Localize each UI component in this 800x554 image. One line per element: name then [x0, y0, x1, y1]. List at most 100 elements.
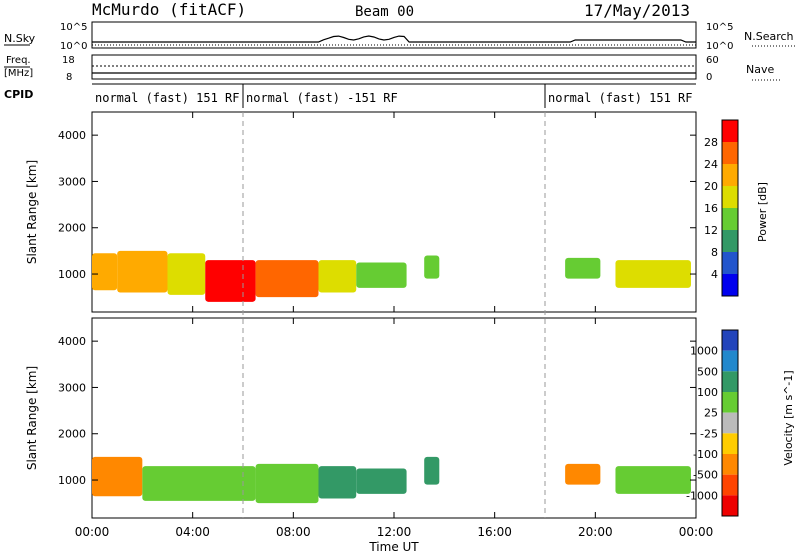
power-colorbar-label: Power [dB]	[756, 182, 769, 242]
nsky-label: N.Sky	[4, 32, 36, 45]
freq-tick-bottom: 8	[66, 72, 72, 83]
y-tick-label: 3000	[58, 381, 86, 394]
y-tick-label: 4000	[58, 129, 86, 142]
data-region-0	[92, 456, 143, 497]
velocity-colorbar-swatch	[722, 330, 738, 351]
y-tick-label: 3000	[58, 175, 86, 188]
data-region-4	[356, 468, 407, 494]
power-regions	[92, 250, 691, 302]
data-region-2	[255, 463, 319, 504]
y-tick-label: 1000	[58, 268, 86, 281]
data-region-1	[142, 466, 256, 501]
nsearch-label: N.Search	[744, 30, 794, 43]
freq-label-2: [MHz]	[4, 68, 33, 79]
mode-dividers	[242, 112, 546, 518]
x-tick-label: 00:00	[679, 525, 714, 539]
x-axis-label: Time UT	[368, 540, 419, 554]
nsearch-tick-bottom: 10^0	[706, 41, 733, 52]
velocity-colorbar: 1000 500 100 25 -25 -100 -500 -1000	[686, 329, 739, 517]
nsearch-tick-top: 10^5	[706, 22, 733, 33]
power-colorbar-tick-label: 28	[704, 136, 718, 149]
power-colorbar-swatch	[722, 142, 738, 164]
nsky-series	[92, 35, 696, 43]
power-colorbar-swatch	[722, 186, 738, 208]
data-region-3	[318, 466, 357, 499]
beam-title: Beam 00	[355, 4, 414, 20]
velocity-colorbar-tick-label: -25	[700, 427, 718, 440]
x-tick-label: 00:00	[75, 525, 110, 539]
velocity-colorbar-swatch	[722, 412, 738, 434]
velocity-colorbar-frame	[721, 329, 739, 517]
nsky-tick-top: 10^5	[60, 22, 87, 33]
velocity-colorbar-tick-label: -1000	[686, 489, 718, 502]
nsky-tick-bottom: 10^0	[60, 41, 87, 52]
power-colorbar-tick-label: 16	[704, 202, 718, 215]
velocity-colorbar-swatch	[722, 392, 738, 413]
velocity-colorbar-swatch	[722, 474, 738, 496]
y-tick-label: 4000	[58, 335, 86, 348]
x-tick-label: 04:00	[175, 525, 210, 539]
cpid-mode-label: normal (fast) -151 RF	[246, 91, 398, 105]
data-region-5	[424, 456, 440, 485]
velocity-colorbar-swatch	[722, 350, 738, 372]
y-tick-label: 2000	[58, 222, 86, 235]
velocity-colorbar-label: Velocity [m s^-1]	[782, 370, 795, 465]
freq-panel	[91, 54, 697, 80]
velocity-colorbar-tick-label: -100	[693, 448, 718, 461]
data-region-3	[205, 260, 256, 302]
power-colorbar-swatch	[722, 120, 738, 142]
cpid-label: CPID	[4, 88, 33, 101]
data-region-7	[615, 466, 691, 494]
data-region-4	[255, 260, 319, 298]
power-colorbar-tick-label: 8	[711, 246, 718, 259]
x-tick-label: 20:00	[578, 525, 613, 539]
y-tick-label: 1000	[58, 474, 86, 487]
cpid-modes: normal (fast) 151 RF normal (fast) -151 R…	[95, 84, 693, 108]
power-colorbar-frame	[721, 119, 739, 297]
y-tick-label: 2000	[58, 428, 86, 441]
power-colorbar-swatch	[722, 274, 738, 296]
nave-tick-top: 60	[706, 55, 719, 66]
power-colorbar: 28 24 20 16 12 8 4	[704, 119, 739, 297]
power-colorbar-tick-label: 20	[704, 180, 718, 193]
nave-tick-bottom: 0	[706, 72, 712, 83]
data-region-7	[424, 255, 440, 279]
station-title: McMurdo (fitACF)	[92, 0, 246, 19]
cpid-mode-label: normal (fast) 151 RF	[95, 91, 240, 105]
power-yticks: 4000 3000 2000 1000	[58, 129, 696, 281]
power-ylabel: Slant Range [km]	[25, 160, 39, 264]
x-axis-ticks: 00:00 04:00 08:00 12:00 16:00 20:00 00:00	[75, 112, 714, 539]
x-tick-label: 16:00	[477, 525, 512, 539]
nave-label: Nave	[746, 63, 774, 76]
velocity-regions	[92, 456, 691, 504]
data-region-9	[615, 260, 691, 288]
data-region-6	[356, 262, 407, 288]
velocity-yticks: 4000 3000 2000 1000	[58, 335, 696, 487]
data-region-5	[318, 260, 357, 293]
freq-tick-top: 18	[62, 55, 75, 66]
velocity-colorbar-tick-label: 100	[697, 386, 718, 399]
power-colorbar-swatch	[722, 164, 738, 186]
velocity-colorbar-tick-label: -500	[693, 469, 718, 482]
power-colorbar-swatch	[722, 208, 738, 230]
date-title: 17/May/2013	[584, 1, 690, 20]
x-tick-label: 12:00	[377, 525, 412, 539]
velocity-colorbar-swatch	[722, 495, 738, 516]
power-colorbar-tick-label: 24	[704, 158, 718, 171]
velocity-colorbar-tick-label: 500	[697, 365, 718, 378]
data-region-2	[167, 253, 206, 295]
velocity-colorbar-swatch	[722, 433, 738, 454]
cpid-mode-label: normal (fast) 151 RF	[548, 91, 693, 105]
velocity-colorbar-tick-label: 1000	[690, 345, 718, 358]
data-region-8	[565, 257, 601, 279]
x-tick-label: 08:00	[276, 525, 311, 539]
data-region-1	[117, 250, 168, 293]
data-region-6	[565, 463, 601, 485]
velocity-ylabel: Slant Range [km]	[25, 366, 39, 470]
freq-label-1: Freq.	[6, 55, 31, 66]
power-colorbar-tick-label: 12	[704, 224, 718, 237]
velocity-colorbar-swatch	[722, 454, 738, 475]
power-colorbar-swatch	[722, 252, 738, 274]
power-colorbar-tick-label: 4	[711, 268, 718, 281]
